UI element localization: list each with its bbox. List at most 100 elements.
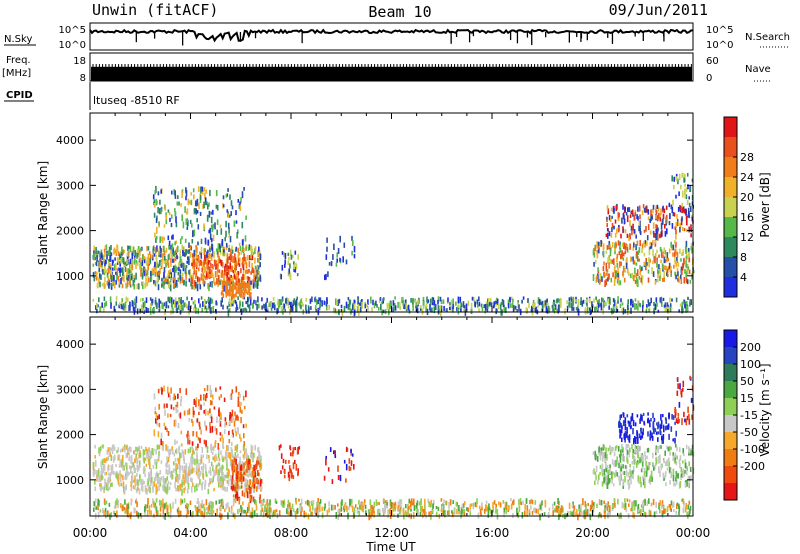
power-echo bbox=[548, 308, 551, 313]
velocity-echo bbox=[278, 510, 281, 517]
velocity-echo bbox=[190, 456, 192, 464]
velocity-echo bbox=[244, 448, 246, 453]
velocity-echo bbox=[153, 481, 155, 487]
power-echo bbox=[248, 278, 251, 285]
power-echo bbox=[537, 297, 540, 303]
power-echo bbox=[237, 247, 239, 254]
power-echo bbox=[207, 240, 210, 245]
velocity-echo bbox=[358, 510, 361, 517]
power-echo bbox=[198, 256, 200, 263]
velocity-echo bbox=[287, 471, 290, 478]
power-echo bbox=[227, 213, 230, 217]
power-echo bbox=[113, 248, 115, 255]
power-echo bbox=[188, 249, 190, 253]
power-echo bbox=[237, 296, 239, 300]
power-echo bbox=[156, 261, 158, 267]
velocity-echo bbox=[424, 498, 426, 506]
velocity-echo bbox=[231, 459, 233, 466]
power-echo bbox=[314, 296, 317, 303]
velocity-echo bbox=[139, 474, 141, 481]
velocity-echo bbox=[136, 486, 139, 491]
power-echo bbox=[134, 257, 136, 262]
power-echo bbox=[663, 270, 665, 278]
velocity-echo bbox=[229, 415, 231, 422]
power-echo bbox=[602, 250, 605, 258]
power-echo bbox=[228, 281, 230, 286]
velocity-echo bbox=[212, 394, 214, 400]
velocity-echo bbox=[99, 475, 101, 480]
power-echo bbox=[265, 308, 268, 312]
velocity-echo bbox=[144, 506, 146, 513]
velocity-echo bbox=[539, 513, 541, 521]
power-echo bbox=[99, 257, 101, 265]
power-echo bbox=[173, 272, 176, 278]
power-echo bbox=[659, 272, 662, 279]
power-echo bbox=[179, 260, 181, 267]
velocity-echo bbox=[237, 509, 239, 515]
velocity-echo bbox=[178, 510, 180, 518]
power-echo bbox=[449, 306, 451, 311]
power-echo bbox=[683, 173, 685, 178]
velocity-echo bbox=[227, 469, 230, 477]
power-echo bbox=[289, 272, 292, 279]
velocity-echo bbox=[630, 508, 632, 512]
power-echo bbox=[211, 271, 213, 278]
power-echo bbox=[427, 299, 430, 303]
power-echo bbox=[111, 275, 114, 280]
velocity-echo bbox=[103, 498, 106, 504]
power-echo bbox=[638, 205, 641, 212]
power-echo bbox=[206, 201, 208, 206]
velocity-echo bbox=[103, 486, 105, 490]
velocity-echo bbox=[146, 453, 148, 458]
velocity-echo bbox=[197, 472, 200, 479]
velocity-echo bbox=[118, 472, 120, 480]
power-echo bbox=[422, 296, 425, 302]
velocity-echo bbox=[107, 456, 110, 461]
power-echo bbox=[139, 263, 141, 270]
power-echo bbox=[119, 302, 121, 306]
power-echo bbox=[158, 221, 160, 226]
velocity-echo bbox=[260, 509, 262, 517]
velocity-echo bbox=[187, 466, 190, 471]
velocity-echo bbox=[507, 505, 510, 511]
power-ylabel: Slant Range [km] bbox=[36, 161, 50, 265]
velocity-echo bbox=[209, 408, 211, 414]
power-echo bbox=[609, 249, 612, 257]
velocity-echo bbox=[405, 504, 407, 509]
power-echo bbox=[226, 305, 229, 310]
power-echo bbox=[620, 298, 622, 303]
velocity-echo bbox=[658, 506, 660, 510]
power-echo bbox=[553, 307, 556, 314]
velocity-echo bbox=[249, 473, 252, 477]
power-echo bbox=[640, 277, 642, 283]
power-echo bbox=[655, 297, 658, 303]
power-echo bbox=[632, 223, 634, 231]
velocity-echo bbox=[189, 500, 192, 505]
velocity-echo bbox=[219, 421, 222, 427]
velocity-echo bbox=[218, 463, 221, 467]
velocity-echo bbox=[638, 508, 640, 513]
power-echo bbox=[593, 298, 595, 303]
velocity-echo bbox=[231, 450, 233, 457]
velocity-echo bbox=[424, 504, 426, 509]
velocity-echo bbox=[524, 504, 526, 511]
velocity-echo bbox=[97, 511, 100, 518]
velocity-echo bbox=[253, 469, 256, 475]
velocity-echo bbox=[178, 446, 180, 454]
power-echo bbox=[643, 241, 645, 248]
velocity-echo bbox=[560, 507, 562, 515]
power-echo bbox=[164, 205, 167, 211]
velocity-echo bbox=[127, 449, 129, 456]
velocity-echo bbox=[345, 446, 348, 453]
velocity-echo bbox=[239, 465, 242, 471]
power-echo bbox=[665, 205, 668, 210]
power-echo bbox=[518, 304, 520, 312]
velocity-echo bbox=[140, 445, 143, 449]
power-echo bbox=[688, 196, 690, 200]
power-echo bbox=[298, 302, 300, 306]
power-echo bbox=[650, 297, 652, 304]
power-echo bbox=[680, 258, 682, 262]
velocity-echo bbox=[149, 470, 152, 477]
velocity-echo bbox=[104, 501, 107, 506]
velocity-echo bbox=[144, 512, 146, 517]
